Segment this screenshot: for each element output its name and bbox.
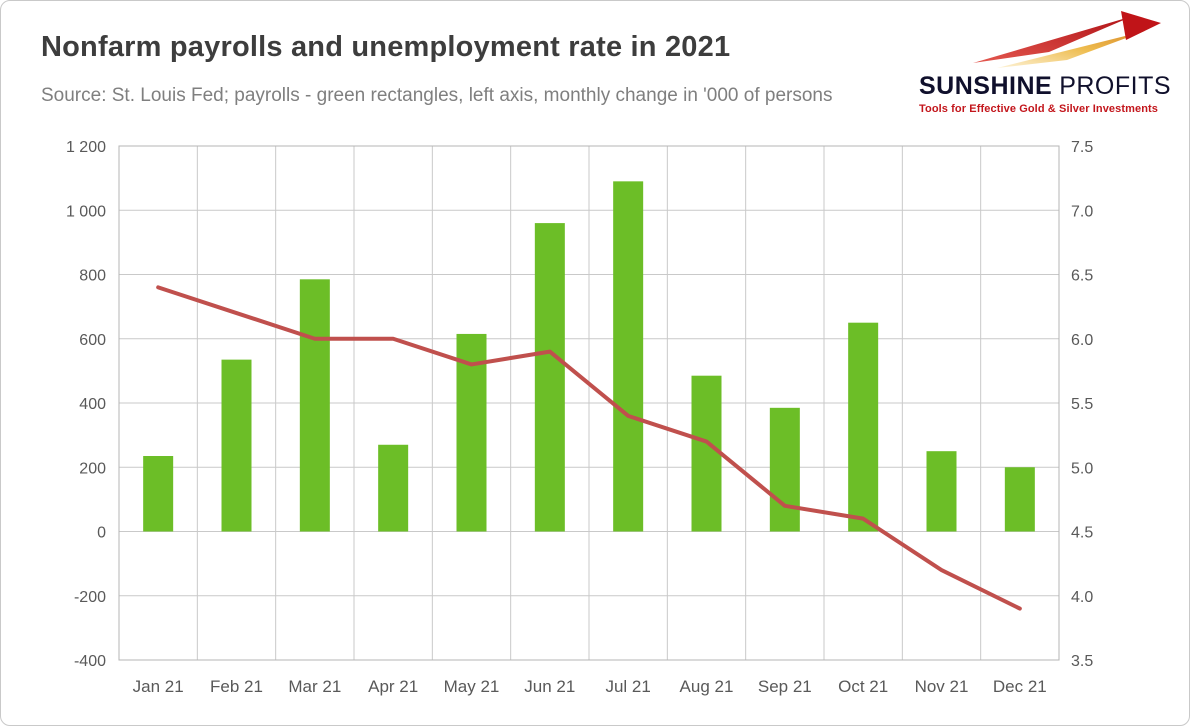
x-axis-label: Mar 21 [288, 677, 341, 696]
unemployment-rate-line [156, 285, 1022, 611]
x-axis-label: Jun 21 [524, 677, 575, 696]
x-axis-label: Sep 21 [758, 677, 812, 696]
logo-brand-profits: PROFITS [1059, 72, 1172, 100]
right-axis-tick: 6.0 [1071, 332, 1093, 349]
payrolls-bar-aug-21 [691, 375, 722, 532]
right-axis-tick: 5.5 [1071, 396, 1093, 413]
payrolls-bar-dec-21 [1004, 467, 1035, 532]
payrolls-bar-jan-21 [143, 456, 174, 532]
left-axis-tick: -200 [74, 589, 106, 606]
payrolls-bar-may-21 [456, 333, 487, 532]
payrolls-bar-mar-21 [299, 279, 330, 532]
left-axis-tick: -400 [74, 653, 106, 670]
x-axis-label: May 21 [444, 677, 500, 696]
right-axis-tick: 4.0 [1071, 589, 1093, 606]
left-axis-tick: 800 [79, 268, 106, 285]
right-axis-tick: 4.5 [1071, 525, 1093, 542]
left-axis-tick: 1 000 [66, 203, 106, 220]
x-axis-label: Oct 21 [838, 677, 888, 696]
left-axis-tick: 200 [79, 460, 106, 477]
logo-arrowhead [1121, 11, 1161, 40]
x-axis-label: Feb 21 [210, 677, 263, 696]
x-axis-label: Apr 21 [368, 677, 418, 696]
payrolls-bar-jun-21 [534, 223, 565, 532]
payrolls-bar-jul-21 [613, 181, 644, 532]
right-axis-tick: 3.5 [1071, 653, 1093, 670]
payrolls-bar-nov-21 [926, 451, 957, 532]
payrolls-bar-oct-21 [848, 322, 879, 532]
chart-subtitle: Source: St. Louis Fed; payrolls - green … [41, 85, 833, 106]
x-axis-label: Dec 21 [993, 677, 1047, 696]
logo-tagline: Tools for Effective Gold & Silver Invest… [919, 103, 1159, 115]
left-axis-tick: 0 [97, 525, 106, 542]
left-axis-tick: 400 [79, 396, 106, 413]
right-axis-tick: 7.0 [1071, 203, 1093, 220]
logo-brand-sunshine: SUNSHINE [919, 72, 1053, 100]
payrolls-bar-feb-21 [221, 359, 252, 532]
payrolls-bar-apr-21 [378, 444, 409, 532]
logo-arrow-gold-streak [997, 31, 1145, 68]
payrolls-bar-sep-21 [769, 407, 800, 532]
right-axis-tick: 5.0 [1071, 460, 1093, 477]
logo-arrow-red-streak [973, 16, 1133, 63]
x-axis-label: Nov 21 [915, 677, 969, 696]
right-axis-tick: 6.5 [1071, 268, 1093, 285]
chart-title: Nonfarm payrolls and unemployment rate i… [41, 31, 731, 63]
logo-arrow-icon [973, 11, 1161, 68]
x-axis-label: Jan 21 [133, 677, 184, 696]
logo-brand: SUNSHINE PROFITS [919, 72, 1171, 101]
sunshine-profits-logo: SUNSHINE PROFITS Tools for Effective Gold… [919, 11, 1171, 115]
left-axis-tick: 600 [79, 332, 106, 349]
left-axis-tick: 1 200 [66, 139, 106, 156]
x-axis-label: Aug 21 [680, 677, 734, 696]
plot-border [118, 145, 1060, 661]
right-axis-tick: 7.5 [1071, 139, 1093, 156]
x-axis-label: Jul 21 [605, 677, 650, 696]
